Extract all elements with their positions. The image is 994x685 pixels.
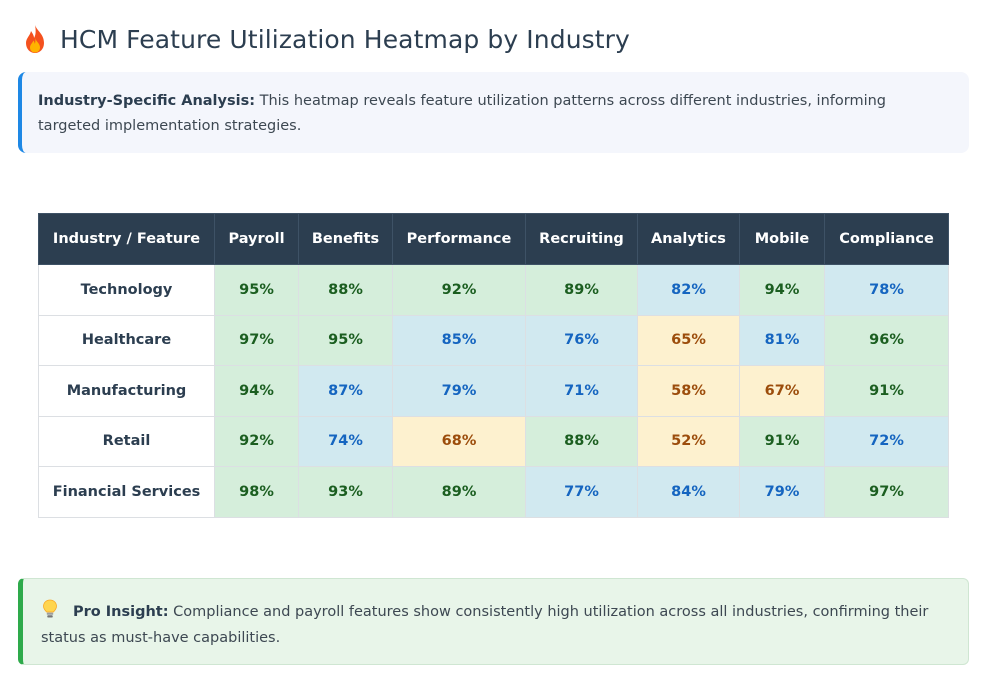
heatmap-cell: 88% — [525, 415, 638, 467]
flame-icon — [26, 25, 44, 53]
page-title: HCM Feature Utilization Heatmap by Indus… — [60, 24, 630, 54]
heatmap-cell: 79% — [392, 365, 526, 417]
row-label: Retail — [38, 415, 215, 467]
heatmap-cell: 87% — [298, 365, 393, 417]
heatmap-row: Healthcare 97% 95% 85% 76% 65% 81% 96% — [38, 314, 949, 366]
column-header: Compliance — [824, 213, 949, 265]
heatmap-cell: 78% — [824, 264, 949, 316]
info-label: Industry-Specific Analysis: — [38, 93, 255, 109]
column-header: Benefits — [298, 213, 393, 265]
heatmap-cell: 94% — [739, 264, 825, 316]
column-header: Recruiting — [525, 213, 638, 265]
heatmap-table: Industry / Feature Payroll Benefits Perf… — [38, 213, 949, 518]
heatmap-cell: 95% — [298, 314, 393, 366]
heatmap-row: Manufacturing 94% 87% 79% 71% 58% 67% 91% — [38, 365, 949, 417]
heatmap-cell: 98% — [214, 466, 299, 518]
heatmap-cell: 97% — [824, 466, 949, 518]
row-label: Healthcare — [38, 314, 215, 366]
heatmap-cell: 68% — [392, 415, 526, 467]
heatmap-cell: 72% — [824, 415, 949, 467]
heatmap-body: Technology 95% 88% 92% 89% 82% 94% 78% Healthcar… — [38, 264, 949, 518]
heatmap-cell: 96% — [824, 314, 949, 366]
heatmap-cell: 92% — [392, 264, 526, 316]
heatmap-row: Retail 92% 74% 68% 88% 52% 91% 72% — [38, 415, 949, 467]
heatmap-cell: 91% — [824, 365, 949, 417]
insight-label: Pro Insight: — [73, 604, 169, 620]
heatmap-cell: 82% — [637, 264, 740, 316]
lightbulb-icon — [43, 599, 57, 618]
heatmap-cell: 74% — [298, 415, 393, 467]
heatmap-cell: 76% — [525, 314, 638, 366]
page-header: HCM Feature Utilization Heatmap by Indus… — [22, 22, 630, 56]
heatmap-cell: 79% — [739, 466, 825, 518]
heatmap-cell: 85% — [392, 314, 526, 366]
heatmap-cell: 67% — [739, 365, 825, 417]
heatmap-cell: 84% — [637, 466, 740, 518]
column-header: Analytics — [637, 213, 740, 265]
column-header: Mobile — [739, 213, 825, 265]
column-header: Performance — [392, 213, 526, 265]
row-label: Manufacturing — [38, 365, 215, 417]
heatmap-cell: 95% — [214, 264, 299, 316]
info-callout: Industry-Specific Analysis: This heatmap… — [18, 72, 969, 153]
heatmap-cell: 58% — [637, 365, 740, 417]
insight-text: Compliance and payroll features show con… — [41, 604, 929, 646]
row-label: Technology — [38, 264, 215, 316]
row-label: Financial Services — [38, 466, 215, 518]
info-text: This heatmap reveals feature utilization… — [38, 93, 887, 134]
heatmap-cell: 81% — [739, 314, 825, 366]
heatmap-cell: 88% — [298, 264, 393, 316]
heatmap-cell: 91% — [739, 415, 825, 467]
heatmap-cell: 94% — [214, 365, 299, 417]
heatmap-row: Financial Services 98% 93% 89% 77% 84% 79% 97% — [38, 466, 949, 518]
heatmap-cell: 52% — [637, 415, 740, 467]
heatmap-cell: 93% — [298, 466, 393, 518]
heatmap-cell: 65% — [637, 314, 740, 366]
insight-callout: Pro Insight: Compliance and payroll feat… — [18, 578, 969, 665]
heatmap-row: Technology 95% 88% 92% 89% 82% 94% 78% — [38, 264, 949, 316]
heatmap-cell: 77% — [525, 466, 638, 518]
heatmap-cell: 89% — [392, 466, 526, 518]
heatmap-cell: 71% — [525, 365, 638, 417]
column-header: Payroll — [214, 213, 299, 265]
heatmap-cell: 92% — [214, 415, 299, 467]
heatmap-cell: 89% — [525, 264, 638, 316]
heatmap-header-row: Industry / Feature Payroll Benefits Perf… — [38, 213, 949, 265]
corner-header: Industry / Feature — [38, 213, 215, 265]
heatmap-cell: 97% — [214, 314, 299, 366]
